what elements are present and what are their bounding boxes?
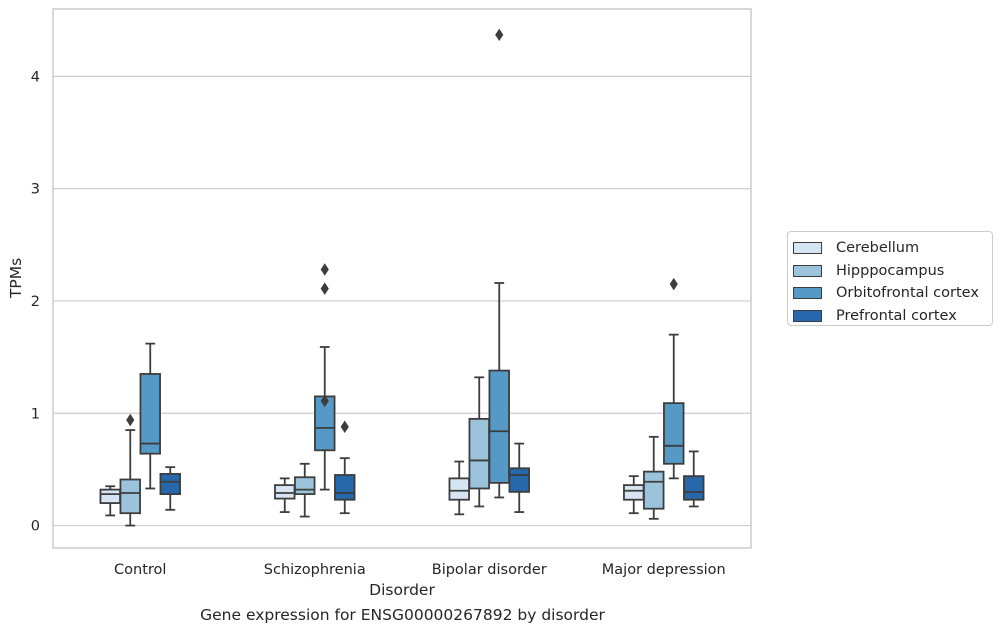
iqr-box xyxy=(119,478,141,515)
y-tick-label: 2 xyxy=(31,294,40,310)
legend-item: Cerebellum xyxy=(793,237,992,260)
outlier-marker xyxy=(126,413,135,427)
tick-labels: 0 1 2 3 4 Control Schizophrenia Bipolar disorde… xyxy=(31,69,726,578)
box-orbitofrontal-cortex xyxy=(139,342,161,490)
iqr-box xyxy=(274,484,296,500)
plot-frame xyxy=(52,8,752,549)
box-prefrontal-cortex xyxy=(334,420,356,515)
legend-item: Orbitofrontal cortex xyxy=(793,282,992,305)
chart-caption: Gene expression for ENSG00000267892 by d… xyxy=(200,606,605,624)
box-prefrontal-cortex xyxy=(159,466,181,511)
x-tick-label: Control xyxy=(114,562,166,578)
x-tick-label: Bipolar disorder xyxy=(432,562,547,578)
iqr-box xyxy=(623,484,645,501)
iqr-box xyxy=(488,369,510,484)
iqr-box xyxy=(643,470,665,510)
outlier-marker xyxy=(495,28,504,42)
y-tick-label: 3 xyxy=(31,182,40,198)
boxes xyxy=(99,28,705,527)
box-hipppocampus xyxy=(468,376,490,508)
outlier-marker xyxy=(669,277,678,291)
iqr-box xyxy=(508,467,530,493)
y-tick-label: 0 xyxy=(31,519,40,535)
legend-label: Prefrontal cortex xyxy=(836,307,957,324)
gridlines xyxy=(53,75,751,527)
box-orbitofrontal-cortex xyxy=(314,263,336,491)
box-cerebellum xyxy=(448,460,470,516)
y-tick-label: 4 xyxy=(31,69,40,85)
legend-item: Hipppocampus xyxy=(793,260,992,283)
legend-swatch xyxy=(793,287,822,300)
legend-swatch xyxy=(793,242,822,255)
x-tick-label: Major depression xyxy=(602,562,726,578)
iqr-box xyxy=(294,476,316,496)
y-axis-label: TPMs xyxy=(7,258,25,299)
box-cerebellum xyxy=(99,485,121,517)
box-orbitofrontal-cortex xyxy=(488,28,510,499)
box-hipppocampus xyxy=(643,435,665,520)
iqr-box xyxy=(159,472,181,496)
legend-item: Prefrontal cortex xyxy=(793,305,992,328)
legend-label: Orbitofrontal cortex xyxy=(836,285,979,302)
box-hipppocampus xyxy=(294,462,316,518)
legend-label: Cerebellum xyxy=(836,240,920,257)
legend-swatch xyxy=(793,264,822,277)
outlier-marker xyxy=(340,420,349,433)
box-hipppocampus xyxy=(119,413,141,527)
x-axis-label: Disorder xyxy=(369,581,435,599)
iqr-box xyxy=(663,402,685,465)
box-cerebellum xyxy=(274,477,296,513)
outlier-marker xyxy=(320,263,329,276)
box-prefrontal-cortex xyxy=(508,442,530,513)
iqr-box xyxy=(334,474,356,501)
y-tick-label: 1 xyxy=(31,406,40,422)
outlier-marker xyxy=(320,394,329,408)
legend-swatch xyxy=(793,309,822,322)
x-tick-label: Schizophrenia xyxy=(264,562,366,578)
iqr-box xyxy=(683,475,705,501)
legend: Cerebellum Hipppocampus Orbitofrontal cort… xyxy=(787,231,993,326)
legend-label: Hipppocampus xyxy=(836,262,945,279)
box-prefrontal-cortex xyxy=(683,450,705,508)
box-orbitofrontal-cortex xyxy=(663,277,685,480)
iqr-box xyxy=(448,477,470,501)
box-cerebellum xyxy=(623,475,645,515)
plot-border xyxy=(52,8,752,549)
iqr-box xyxy=(468,417,490,490)
iqr-box xyxy=(139,373,161,455)
outlier-marker xyxy=(320,282,329,295)
iqr-box xyxy=(99,488,121,504)
